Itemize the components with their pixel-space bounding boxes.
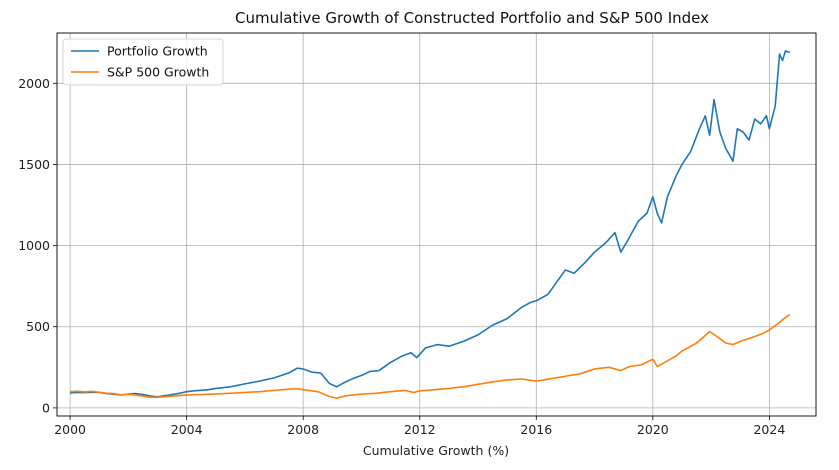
x-axis-label: Cumulative Growth (%) xyxy=(363,443,509,458)
x-tick-label: 2012 xyxy=(404,422,436,437)
x-tick-label: 2020 xyxy=(637,422,669,437)
sp500-growth-line xyxy=(70,313,791,399)
x-tick-label: 2016 xyxy=(520,422,552,437)
plot-frame xyxy=(56,32,817,417)
portfolio-growth-line xyxy=(70,50,791,398)
x-tick-label: 2004 xyxy=(171,422,203,437)
chart-title: Cumulative Growth of Constructed Portfol… xyxy=(235,9,709,27)
y-tick-label: 500 xyxy=(26,319,50,334)
y-tick-label: 1500 xyxy=(18,157,50,172)
legend-entry: Portfolio Growth xyxy=(107,44,208,59)
legend-entry: S&P 500 Growth xyxy=(107,65,209,80)
series-layer xyxy=(70,50,791,399)
x-tick-label: 2000 xyxy=(54,422,86,437)
plot-area xyxy=(57,33,816,416)
x-axis: 2000 2004 2008 2012 2016 2020 2024 xyxy=(54,416,785,437)
x-tick-label: 2024 xyxy=(753,422,785,437)
legend: Portfolio Growth S&P 500 Growth xyxy=(62,38,224,86)
y-tick-label: 2000 xyxy=(18,76,50,91)
y-axis: 0 500 1000 1500 2000 xyxy=(18,76,57,415)
y-tick-label: 0 xyxy=(42,400,50,415)
x-tick-label: 2008 xyxy=(287,422,319,437)
y-tick-label: 1000 xyxy=(18,238,50,253)
legend-box xyxy=(62,38,224,86)
grid-lines xyxy=(57,33,816,416)
